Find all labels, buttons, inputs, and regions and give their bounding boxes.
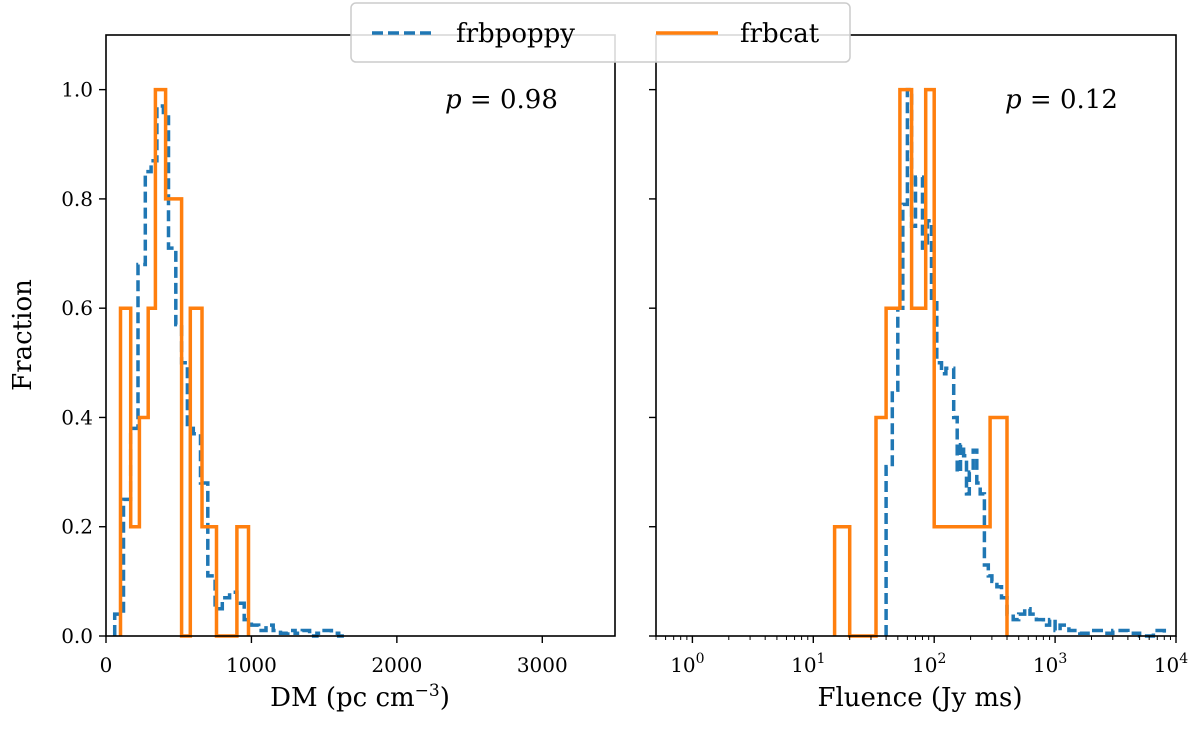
right-p-var: p — [1005, 85, 1022, 115]
left-series-group — [112, 87, 346, 638]
left-ytick-label: 0.2 — [61, 515, 93, 539]
left-p-text: = 0.98 — [462, 85, 558, 115]
left-ylabel: Fraction — [8, 279, 38, 391]
right-xtick-label: 101 — [791, 651, 825, 677]
left-xtick-label: 2000 — [371, 653, 422, 677]
left-ytick-label: 0.0 — [61, 624, 93, 648]
right-plot-frame — [655, 34, 1177, 637]
right-p-text: = 0.12 — [1022, 85, 1118, 115]
right-series-frbpoppy — [884, 87, 1167, 638]
left-ytick-label: 1.0 — [61, 78, 93, 102]
right-xtick-label: 103 — [1033, 651, 1067, 677]
legend-box — [350, 2, 851, 63]
left-p-value-annotation: p = 0.98 — [445, 85, 558, 115]
right-series-frbcat — [832, 87, 1009, 638]
right-xtick-label: 100 — [670, 651, 704, 677]
left-ytick-label: 0.6 — [61, 296, 93, 320]
legend-label-frbcat: frbcat — [740, 19, 820, 49]
left-series-frbpoppy — [112, 104, 346, 638]
right-xtick-label: 102 — [912, 651, 946, 677]
left-ytick-label: 0.4 — [61, 405, 93, 429]
left-ytick-label: 0.8 — [61, 187, 93, 211]
right-series-group — [832, 87, 1167, 638]
right-p-value-annotation: p = 0.12 — [1005, 85, 1118, 115]
left-p-var: p — [445, 85, 462, 115]
right-ticks-group: 100 101 102 103 104 — [649, 88, 1188, 677]
left-xtick-label: 0 — [100, 653, 113, 677]
left-xlabel: DM (pc cm−3) — [270, 681, 450, 713]
left-ticks-group: 0 1000 2000 3000 0.0 0.2 0.4 0.6 0.8 1.0 — [61, 78, 568, 677]
legend: frbpoppy frbcat — [350, 2, 851, 63]
legend-label-frbpoppy: frbpoppy — [456, 19, 575, 49]
left-xtick-label: 3000 — [517, 653, 568, 677]
right-xlabel: Fluence (Jy ms) — [817, 683, 1022, 713]
right-xtick-label: 104 — [1154, 651, 1188, 677]
left-panel: 0 1000 2000 3000 0.0 0.2 0.4 0.6 0.8 1.0 p = 0.98… — [8, 34, 616, 713]
left-xtick-label: 1000 — [226, 653, 277, 677]
right-panel: 100 101 102 103 104 p = 0.12 Fluence (Jy ms) — [649, 34, 1188, 713]
